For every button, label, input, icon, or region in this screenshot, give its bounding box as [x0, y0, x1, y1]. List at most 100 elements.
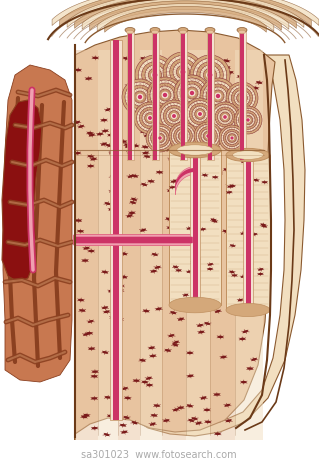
Circle shape	[221, 127, 243, 149]
Circle shape	[152, 72, 157, 78]
Circle shape	[171, 125, 195, 148]
Ellipse shape	[239, 125, 244, 127]
Ellipse shape	[110, 151, 116, 153]
Ellipse shape	[262, 225, 267, 227]
Circle shape	[158, 136, 162, 141]
Ellipse shape	[241, 232, 246, 235]
Ellipse shape	[212, 220, 217, 222]
Circle shape	[206, 70, 214, 79]
Ellipse shape	[178, 28, 188, 32]
Circle shape	[183, 84, 201, 102]
Ellipse shape	[215, 310, 220, 313]
Ellipse shape	[219, 129, 224, 132]
Circle shape	[139, 107, 161, 129]
Ellipse shape	[254, 172, 259, 175]
Ellipse shape	[205, 421, 211, 423]
Circle shape	[203, 81, 233, 111]
Ellipse shape	[215, 433, 220, 435]
Ellipse shape	[194, 205, 198, 208]
Ellipse shape	[241, 381, 247, 383]
Ellipse shape	[142, 183, 147, 186]
Circle shape	[161, 102, 187, 129]
Ellipse shape	[240, 338, 245, 340]
Bar	[206, 30, 213, 160]
Ellipse shape	[150, 28, 160, 32]
Ellipse shape	[143, 152, 148, 154]
Bar	[140, 50, 162, 440]
Circle shape	[142, 62, 168, 88]
Ellipse shape	[164, 149, 170, 151]
Ellipse shape	[204, 98, 209, 101]
Circle shape	[180, 133, 186, 139]
Ellipse shape	[242, 238, 248, 240]
Circle shape	[239, 94, 246, 102]
Ellipse shape	[101, 143, 107, 145]
Ellipse shape	[178, 100, 183, 102]
Circle shape	[234, 106, 262, 134]
Ellipse shape	[113, 174, 118, 176]
Circle shape	[181, 134, 185, 138]
Circle shape	[193, 58, 227, 92]
Ellipse shape	[92, 427, 98, 429]
Ellipse shape	[121, 141, 126, 143]
Circle shape	[148, 68, 162, 82]
Ellipse shape	[247, 368, 253, 370]
Circle shape	[125, 82, 155, 112]
Ellipse shape	[237, 28, 247, 32]
Bar	[181, 30, 185, 160]
Ellipse shape	[248, 253, 253, 256]
Ellipse shape	[206, 30, 213, 34]
Circle shape	[199, 127, 217, 145]
Circle shape	[207, 71, 213, 78]
Circle shape	[137, 94, 143, 100]
Ellipse shape	[208, 268, 212, 270]
Bar	[190, 150, 200, 305]
Circle shape	[145, 65, 165, 85]
Ellipse shape	[241, 275, 246, 278]
Bar	[75, 50, 98, 440]
Ellipse shape	[254, 179, 259, 181]
Circle shape	[206, 134, 210, 138]
Ellipse shape	[213, 232, 218, 235]
Ellipse shape	[169, 157, 174, 160]
Circle shape	[145, 113, 155, 123]
Ellipse shape	[253, 127, 258, 130]
Ellipse shape	[93, 57, 98, 59]
Ellipse shape	[246, 237, 252, 240]
Polygon shape	[128, 55, 305, 436]
Circle shape	[197, 110, 204, 118]
Circle shape	[172, 114, 176, 118]
Ellipse shape	[92, 375, 97, 377]
Ellipse shape	[230, 271, 234, 273]
Circle shape	[151, 70, 160, 79]
Bar	[240, 30, 244, 160]
Ellipse shape	[196, 422, 201, 424]
Circle shape	[148, 126, 172, 149]
Ellipse shape	[168, 189, 173, 192]
Ellipse shape	[227, 182, 232, 185]
Circle shape	[208, 72, 212, 78]
Ellipse shape	[142, 381, 148, 383]
Circle shape	[203, 68, 217, 82]
Bar	[153, 30, 157, 160]
Ellipse shape	[210, 248, 215, 251]
Ellipse shape	[151, 270, 156, 273]
Ellipse shape	[257, 150, 263, 152]
Ellipse shape	[205, 28, 215, 32]
Ellipse shape	[113, 246, 118, 249]
Circle shape	[173, 62, 193, 82]
Ellipse shape	[102, 306, 108, 309]
Ellipse shape	[88, 165, 93, 167]
Circle shape	[163, 105, 185, 127]
Ellipse shape	[201, 228, 205, 230]
Ellipse shape	[192, 417, 197, 420]
Ellipse shape	[143, 146, 148, 148]
Bar	[118, 50, 140, 440]
Ellipse shape	[214, 212, 220, 214]
Circle shape	[180, 69, 186, 75]
Ellipse shape	[233, 150, 263, 159]
Ellipse shape	[187, 227, 192, 229]
Ellipse shape	[218, 336, 223, 338]
Ellipse shape	[140, 229, 146, 232]
Ellipse shape	[221, 356, 226, 358]
